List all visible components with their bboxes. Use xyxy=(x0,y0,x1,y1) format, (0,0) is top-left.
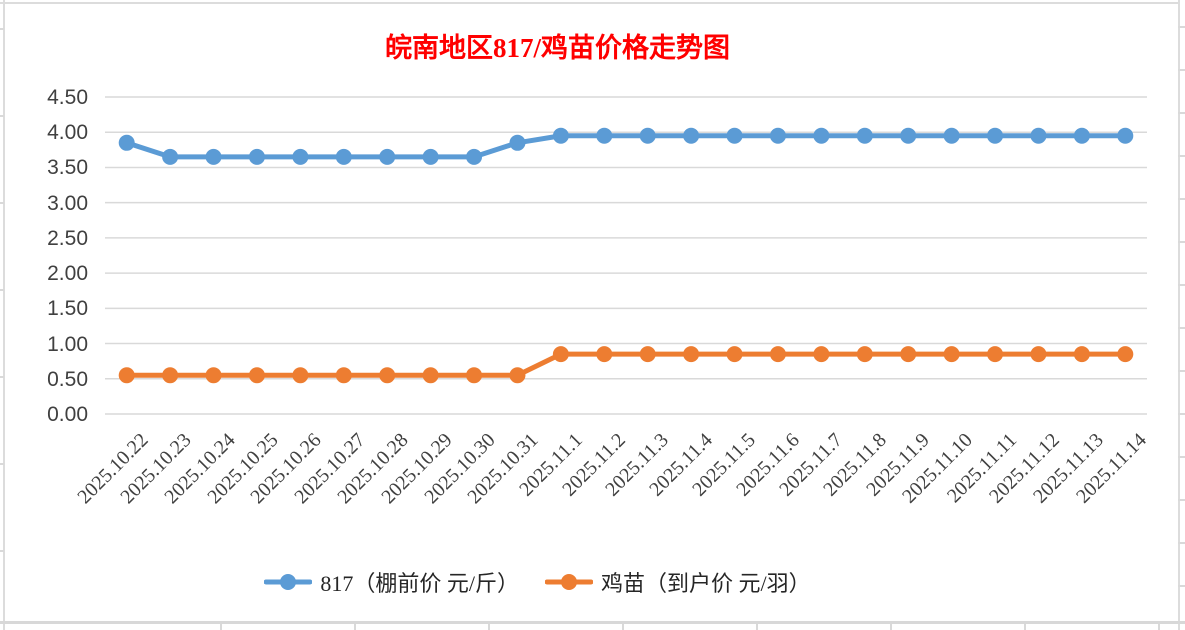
worksheet-gridline xyxy=(0,115,4,117)
y-axis-tick-label: 0.00 xyxy=(47,403,88,426)
worksheet-gridline-right xyxy=(1178,0,1180,630)
worksheet-gridline xyxy=(1178,327,1185,329)
worksheet-gridline-left xyxy=(3,0,5,630)
worksheet-gridline xyxy=(1178,370,1185,372)
legend: 817（棚前价 元/斤） 鸡苗（到户价 元/羽） xyxy=(0,566,1075,598)
line-marker-icon xyxy=(264,574,313,590)
legend-item-chick[interactable]: 鸡苗（到户价 元/羽） xyxy=(545,566,811,598)
line-marker-icon xyxy=(545,574,593,590)
worksheet-gridline xyxy=(1178,69,1185,71)
worksheet-gridline xyxy=(622,624,624,630)
worksheet-gridline xyxy=(0,463,4,465)
worksheet-gridline xyxy=(0,202,4,204)
worksheet-gridline xyxy=(1178,198,1185,200)
worksheet-gridline xyxy=(1178,155,1185,157)
legend-label-chick: 鸡苗（到户价 元/羽） xyxy=(601,571,811,596)
worksheet-gridline xyxy=(1178,456,1185,458)
y-axis-tick-label: 2.00 xyxy=(47,262,88,286)
y-axis-tick-label: 3.00 xyxy=(47,191,88,215)
worksheet-gridline xyxy=(488,624,490,630)
chart-title: 皖南地区817/鸡苗价格走势图 xyxy=(384,33,730,63)
y-axis-tick-label: 3.50 xyxy=(47,156,88,180)
worksheet-gridline xyxy=(890,624,892,630)
worksheet-gridline xyxy=(220,624,222,630)
worksheet-gridline xyxy=(1178,585,1185,587)
worksheet-gridline-top xyxy=(0,2,1178,4)
worksheet-gridline xyxy=(1024,624,1026,630)
worksheet-gridline xyxy=(354,624,356,630)
y-axis-tick-label: 4.50 xyxy=(47,86,88,109)
worksheet-gridline xyxy=(756,624,758,630)
y-axis-tick-label: 1.50 xyxy=(47,297,88,321)
worksheet-gridline xyxy=(1178,542,1185,544)
y-axis-tick-label: 2.50 xyxy=(47,226,88,250)
y-axis-tick-label: 4.00 xyxy=(47,121,88,145)
worksheet-gridline xyxy=(1178,413,1185,415)
worksheet-gridline xyxy=(1178,284,1185,286)
worksheet-bottom-row xyxy=(0,621,1185,630)
worksheet-gridline xyxy=(0,289,4,291)
worksheet-gridline xyxy=(1178,112,1185,114)
y-axis: 0.00 0.50 1.00 1.50 2.00 2.50 3.00 3.50 4.00 4.50 xyxy=(0,0,88,630)
legend-label-817: 817（棚前价 元/斤） xyxy=(320,571,519,596)
worksheet-gridline xyxy=(0,28,4,30)
worksheet-gridline xyxy=(1158,624,1160,630)
legend-item-817[interactable]: 817（棚前价 元/斤） xyxy=(264,566,519,598)
y-axis-tick-label: 0.50 xyxy=(47,367,88,391)
worksheet-gridline xyxy=(0,376,4,378)
worksheet-gridline xyxy=(1178,26,1185,28)
worksheet-gridline xyxy=(0,550,4,552)
worksheet-gridline xyxy=(1178,241,1185,243)
y-axis-tick-label: 1.00 xyxy=(47,332,88,356)
worksheet-gridline xyxy=(1178,499,1185,501)
